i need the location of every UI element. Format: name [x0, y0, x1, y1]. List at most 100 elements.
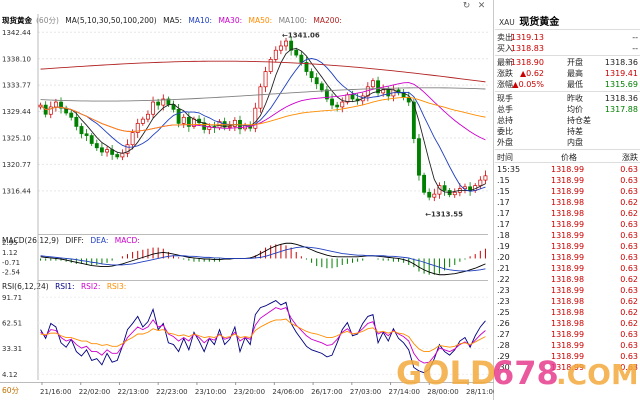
x-tick-label: 23/10:00	[195, 388, 226, 396]
tick-row: .22 1318.98 0.62	[495, 274, 640, 285]
price-chart[interactable]: 1342.44 1338.10 1333.77 1329.44 1325.10 1320.…	[0, 14, 494, 234]
tick-price: 1318.99	[551, 264, 585, 273]
rsi-chart[interactable]: 91.71 62.51 33.31 4.12	[0, 280, 494, 380]
y-tick-label: 33.31	[2, 345, 22, 353]
tick-time: 15:35	[497, 165, 521, 174]
quote-value: ▲0.05%	[512, 80, 544, 89]
tick-row: .15 1318.99 0.63	[495, 175, 640, 186]
watermark-logo: GOLD 678 .COM	[396, 352, 639, 392]
ma30-label: MA30:	[218, 16, 243, 25]
candle-body	[48, 106, 53, 115]
close-icon[interactable]: ✕	[477, 1, 486, 11]
tick-price: 1318.99	[551, 176, 585, 185]
tick-time: .15	[497, 176, 510, 185]
tick-time: .17	[497, 198, 510, 207]
quote-value: 1318.90	[510, 58, 544, 67]
candle-body	[478, 179, 483, 186]
tick-time: .23	[497, 297, 510, 306]
quote-row: 委比 持差	[495, 126, 640, 137]
candle-body	[120, 152, 125, 158]
candle-body	[176, 109, 181, 124]
tick-time: .22	[497, 275, 510, 284]
tick-change: 0.63	[620, 187, 638, 196]
tick-price: 1318.98	[551, 308, 585, 317]
chart-area[interactable]: ↻ ✕ 现货黄金 (60分) MA(5,10,30,50,100,200) MA5…	[0, 0, 494, 400]
dea-line	[40, 246, 486, 272]
tick-price: 1318.98	[551, 209, 585, 218]
tick-price: 1318.98	[551, 297, 585, 306]
candle-body	[432, 193, 437, 198]
quote-value2: 1318.36	[604, 58, 638, 67]
tick-time: .18	[497, 231, 510, 240]
quote-row: 现手 昨收 1318.36	[495, 93, 640, 104]
tick-time: .15	[497, 187, 510, 196]
macd-chart[interactable]: 2.95 1.12 -0.71 -2.54	[0, 234, 494, 280]
x-tick-label: 22/02:00	[79, 388, 110, 396]
candle-body	[69, 112, 74, 118]
candle-body	[258, 86, 263, 109]
quote-key: 涨跌	[497, 69, 513, 78]
tick-time: .21	[497, 264, 510, 273]
rsi1-label: RSI1:	[55, 282, 75, 291]
candle-body	[273, 49, 278, 60]
tick-price: 1318.99	[551, 363, 585, 372]
macd-params-label: MACD(26,12,9)	[2, 236, 59, 245]
tick-change: 0.62	[620, 198, 638, 207]
x-tick-label: 23/20:00	[234, 388, 265, 396]
tick-time: .17	[497, 209, 510, 218]
watermark-text-mid: 678	[492, 354, 559, 392]
quote-row: 涨幅 ▲0.05% 最低 1315.69	[495, 79, 640, 90]
period-label: (60分)	[36, 16, 59, 25]
candle-body	[146, 113, 150, 120]
x-tick-label: 27/14:00	[389, 388, 420, 396]
tick-row: .30 1318.99 0.63	[495, 362, 640, 373]
candle-body	[330, 98, 334, 106]
y-tick-label: -2.54	[2, 269, 21, 277]
tick-row: .17 1318.98 0.62	[495, 197, 640, 208]
quote-row: 外盘 内盘	[495, 137, 640, 148]
tick-row: .23 1318.99 0.63	[495, 285, 640, 296]
y-tick-label: 1316.44	[2, 187, 31, 195]
quote-key: 外盘	[497, 138, 513, 147]
quote-row: 涨跌 ▲0.62 最高 1319.41	[495, 68, 640, 79]
tick-price: 1318.99	[551, 352, 585, 361]
candle-body	[135, 123, 140, 133]
tick-change: 0.63	[620, 231, 638, 240]
quote-key: 现手	[497, 94, 513, 103]
quote-value: 1319.13	[510, 33, 544, 42]
quote-key: 卖出	[497, 33, 513, 42]
candle-body	[483, 175, 488, 181]
y-tick-label: 1325.10	[2, 135, 31, 143]
period-tag[interactable]: 60分	[2, 386, 20, 395]
tick-price: 1318.99	[551, 341, 585, 350]
candle-body	[335, 104, 340, 108]
high-annotation: ←1341.06	[282, 32, 320, 40]
refresh-icon[interactable]: ↻	[462, 1, 471, 11]
quote-value2: 1315.69	[604, 80, 638, 89]
divider	[495, 55, 640, 56]
ma100-line	[40, 87, 486, 102]
candle-body	[304, 62, 309, 72]
candle-body	[386, 89, 391, 97]
quote-row: 总持 持仓差	[495, 115, 640, 126]
rsi-params-label: RSI(6,12,24)	[2, 282, 49, 291]
tick-row: .26 1318.98 0.62	[495, 318, 640, 329]
tick-price: 1318.98	[551, 319, 585, 328]
candle-body	[371, 80, 375, 88]
candle-body	[422, 174, 427, 193]
quote-key: 买入	[497, 44, 513, 53]
diff-label: DIFF:	[65, 236, 84, 245]
quote-key2: 昨收	[567, 94, 583, 103]
diff-line	[40, 242, 486, 276]
tick-price-header: 价格	[561, 153, 577, 162]
x-tick-label: 26/17:00	[311, 388, 342, 396]
tick-change: 0.63	[620, 286, 638, 295]
tick-change: 0.63	[620, 242, 638, 251]
tick-price: 1318.99	[551, 231, 585, 240]
candle-body	[268, 59, 273, 72]
tick-time-header: 时间	[497, 153, 513, 162]
tick-row: .29 1318.99 0.63	[495, 351, 640, 362]
ma50-line	[40, 97, 486, 132]
y-tick-label: 91.71	[2, 294, 22, 302]
candle-body	[181, 116, 186, 124]
